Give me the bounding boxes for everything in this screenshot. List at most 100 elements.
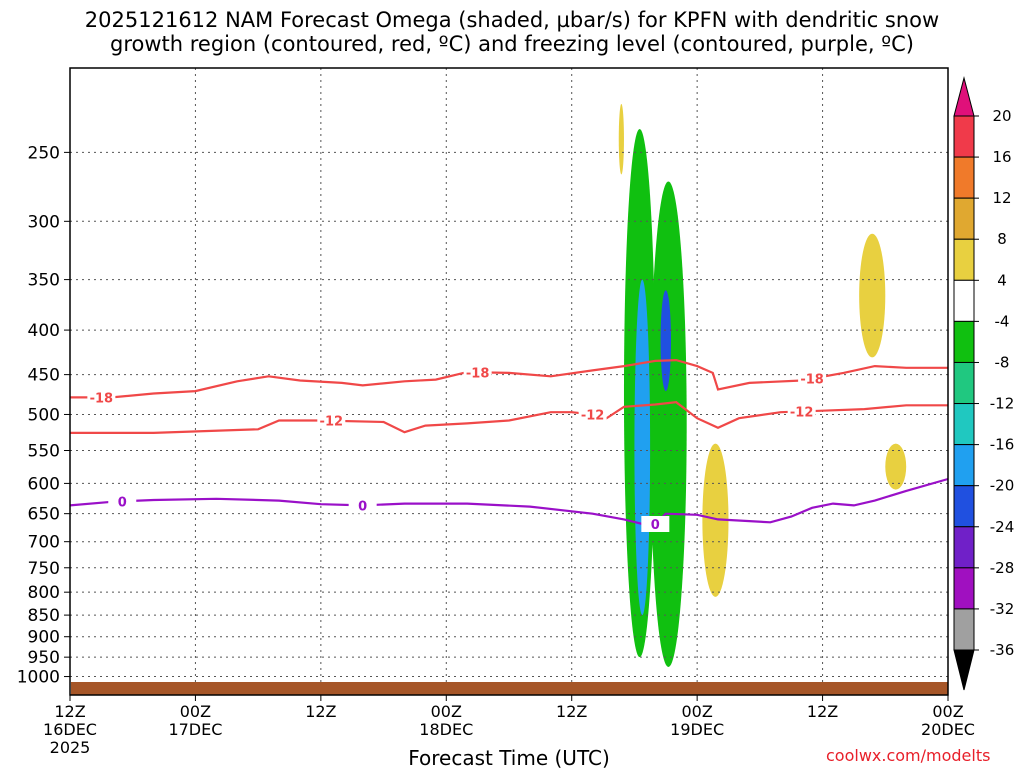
- contour-label-1-1: -12: [581, 408, 605, 423]
- omega-shading: [618, 104, 907, 667]
- colorbar-label-1: 16: [992, 148, 1011, 166]
- x-tick-label-12-1: 17DEC: [168, 720, 222, 739]
- contour-label-bg-0-1: [463, 364, 492, 381]
- colorbar-segment-11: [953, 567, 975, 610]
- colorbar-segment-8: [953, 444, 975, 487]
- contour-label-0-2: -18: [800, 373, 824, 388]
- colorbar-segment-3: [953, 238, 975, 281]
- x-tick-label-12-0: 00Z: [180, 702, 211, 721]
- contour-line-1: [70, 401, 948, 434]
- x-tick-label-84-1: 20DEC: [921, 720, 975, 739]
- x-tick-label-72-0: 12Z: [807, 702, 838, 721]
- colorbar-label-7: -12: [990, 395, 1015, 413]
- y-tick-label-450: 450: [28, 366, 60, 386]
- contour-label-1-0: -12: [320, 415, 344, 430]
- y-tick-label-300: 300: [28, 212, 60, 232]
- temperature-contours: -18 -18 -18 -12 -12 -12 0 0 0: [69, 358, 949, 533]
- contour-label-bg-0-0: [87, 389, 116, 406]
- colorbar-segment-1: [953, 156, 975, 199]
- colorbar-segment-0: [953, 115, 975, 158]
- y-tick-label-550: 550: [28, 442, 60, 462]
- x-tick-label-48-0: 12Z: [556, 702, 587, 721]
- colorbar-segment-4: [953, 279, 975, 322]
- colorbar-segment-2: [953, 197, 975, 240]
- contour-label-2-0: 0: [118, 495, 127, 510]
- x-tick-label-36-1: 18DEC: [419, 720, 473, 739]
- y-tick-label-750: 750: [28, 559, 60, 579]
- grid-lines: [70, 68, 948, 695]
- contour-line-2: [69, 477, 949, 526]
- colorbar-label-13: -36: [990, 641, 1015, 659]
- colorbar-label-11: -28: [990, 559, 1015, 577]
- contour-label-2-2: 0: [651, 518, 660, 533]
- y-tick-label-650: 650: [28, 505, 60, 525]
- omega-region-7: [885, 443, 907, 490]
- colorbar-label-2: 12: [992, 189, 1011, 207]
- colorbar-segment-9: [953, 485, 975, 528]
- y-axis: 2503003504004505005506006507007508008509…: [17, 143, 70, 688]
- y-tick-label-400: 400: [28, 321, 60, 341]
- x-tick-label-84-0: 00Z: [932, 702, 963, 721]
- x-tick-label-0-1: 16DEC: [43, 720, 97, 739]
- x-axis-label: Forecast Time (UTC): [408, 746, 610, 768]
- contour-label-bg-0-2: [798, 370, 827, 387]
- contour-label-2-1: 0: [358, 499, 367, 514]
- colorbar-segment-10: [953, 526, 975, 569]
- chart-title: 2025121612 NAM Forecast Omega (shaded, µ…: [0, 8, 1024, 56]
- ground-surface: [71, 682, 948, 695]
- x-tick-label-36-0: 00Z: [431, 702, 462, 721]
- x-tick-label-24-0: 12Z: [305, 702, 336, 721]
- colorbar-segment-5: [953, 320, 975, 363]
- omega-region-5: [702, 443, 729, 597]
- omega-region-4: [660, 290, 672, 392]
- colorbar-label-9: -20: [990, 477, 1015, 495]
- plot-frame: [69, 67, 949, 696]
- omega-region-6: [859, 233, 886, 358]
- contour-line-0: [70, 358, 948, 399]
- colorbar: 20 16 12 8 4 -4 -8 -12 -16 -20 -24 -28 -32 -36: [953, 76, 1015, 691]
- x-tick-label-0-0: 12Z: [54, 702, 85, 721]
- contour-label-bg-1-1: [578, 406, 607, 423]
- y-tick-label-500: 500: [28, 405, 60, 425]
- credit-text: coolwx.com/modelts: [826, 746, 991, 765]
- colorbar-top-arrow: [953, 76, 975, 117]
- colorbar-label-0: 20: [992, 107, 1011, 125]
- chart-title-line-2: growth region (contoured, red, ºC) and f…: [110, 32, 914, 56]
- colorbar-label-12: -32: [990, 600, 1015, 618]
- y-tick-label-900: 900: [28, 628, 60, 648]
- contour-label-bg-2-1: [348, 497, 377, 514]
- x-tick-label-60-0: 00Z: [681, 702, 712, 721]
- y-tick-label-350: 350: [28, 271, 60, 291]
- colorbar-label-6: -8: [995, 353, 1010, 371]
- contour-label-0-0: -18: [90, 391, 114, 406]
- x-tick-label-0-2: 2025: [50, 738, 91, 757]
- y-tick-label-1000: 1000: [17, 668, 60, 688]
- omega-region-2: [650, 181, 687, 667]
- colorbar-label-4: 4: [997, 271, 1007, 289]
- y-tick-label-850: 850: [28, 606, 60, 626]
- x-tick-label-60-1: 19DEC: [670, 720, 724, 739]
- colorbar-label-10: -24: [990, 518, 1015, 536]
- contour-label-bg-2-0: [108, 493, 137, 510]
- y-tick-label-700: 700: [28, 533, 60, 553]
- colorbar-segment-12: [953, 608, 975, 651]
- y-tick-label-950: 950: [28, 648, 60, 668]
- y-tick-label-600: 600: [28, 474, 60, 494]
- contour-label-bg-1-2: [787, 403, 816, 420]
- colorbar-bottom-arrow: [953, 649, 975, 691]
- colorbar-segment-6: [953, 361, 975, 405]
- contour-label-0-1: -18: [466, 366, 490, 381]
- contour-label-1-2: -12: [790, 405, 814, 420]
- contour-label-bg-2-2: [641, 515, 670, 532]
- contour-label-bg-1-0: [317, 412, 346, 429]
- colorbar-label-5: -4: [995, 312, 1010, 330]
- omega-region-0: [618, 104, 624, 175]
- colorbar-label-3: 8: [997, 230, 1007, 248]
- y-tick-label-250: 250: [28, 143, 60, 163]
- y-tick-label-800: 800: [28, 583, 60, 603]
- colorbar-label-8: -16: [990, 436, 1015, 454]
- colorbar-segment-7: [953, 403, 975, 446]
- chart-title-line-1: 2025121612 NAM Forecast Omega (shaded, µ…: [84, 8, 940, 32]
